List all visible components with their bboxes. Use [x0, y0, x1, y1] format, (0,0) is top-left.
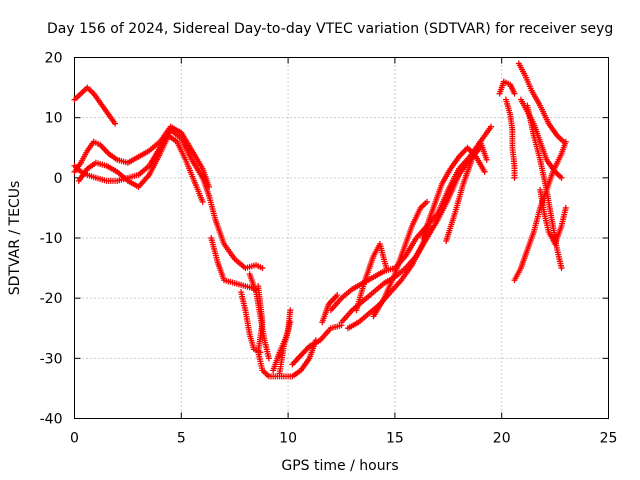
x-tick-label: 15 — [386, 431, 404, 447]
data-point — [265, 355, 272, 362]
series-track-y — [524, 102, 565, 272]
data-point — [383, 265, 390, 272]
data-point — [481, 168, 488, 175]
y-tick-label: -40 — [40, 412, 63, 428]
series-track-t — [443, 138, 490, 245]
x-tick-label: 10 — [279, 431, 297, 447]
x-tick-label: 25 — [600, 431, 618, 447]
series-track-i — [255, 283, 319, 380]
series-track-a — [71, 84, 119, 127]
series-track-aa — [537, 186, 569, 248]
data-point — [562, 138, 569, 145]
data-point — [259, 265, 266, 272]
series-track-w — [515, 60, 567, 145]
series-track-e — [206, 192, 266, 272]
data-point — [206, 183, 213, 190]
data-point — [562, 204, 569, 211]
axes: 0 5 10 15 20 25 -40 -30 -20 -10 0 10 20 — [40, 51, 618, 447]
grid-lines — [74, 57, 609, 419]
data-point — [558, 265, 565, 272]
data-point — [558, 174, 565, 181]
series-track-b — [71, 123, 213, 190]
data-point — [112, 120, 119, 127]
y-tick-label: -20 — [40, 291, 63, 307]
series-track-m — [319, 292, 341, 326]
y-tick-label: -10 — [40, 231, 63, 247]
series-track-l — [289, 322, 345, 368]
x-axis-label: GPS time / hours — [281, 458, 398, 474]
x-tick-label: 0 — [70, 431, 79, 447]
data-point — [483, 156, 490, 163]
series-track-k — [276, 307, 294, 377]
y-axis-label: SDTVAR / TECUs — [7, 181, 23, 296]
data-point — [423, 198, 430, 205]
data-point — [334, 292, 341, 299]
x-tick-label: 20 — [493, 431, 511, 447]
x-tick-label: 5 — [177, 431, 186, 447]
series-track-v — [502, 96, 518, 181]
data-point — [488, 123, 495, 130]
data-point — [287, 307, 294, 314]
data-point — [511, 90, 518, 97]
series-track-q — [353, 241, 390, 314]
series-track-d — [75, 132, 206, 205]
y-tick-label: -30 — [40, 351, 63, 367]
data-points — [71, 60, 569, 380]
data-point — [199, 198, 206, 205]
series-track-u — [496, 78, 518, 97]
series-track-z — [511, 138, 569, 284]
y-tick-label: 20 — [45, 51, 63, 67]
data-point — [511, 174, 518, 181]
y-tick-label: 0 — [54, 171, 63, 187]
y-tick-label: 10 — [45, 111, 63, 127]
chart-title: Day 156 of 2024, Sidereal Day-to-day VTE… — [47, 21, 613, 37]
series-track-r — [370, 198, 430, 320]
